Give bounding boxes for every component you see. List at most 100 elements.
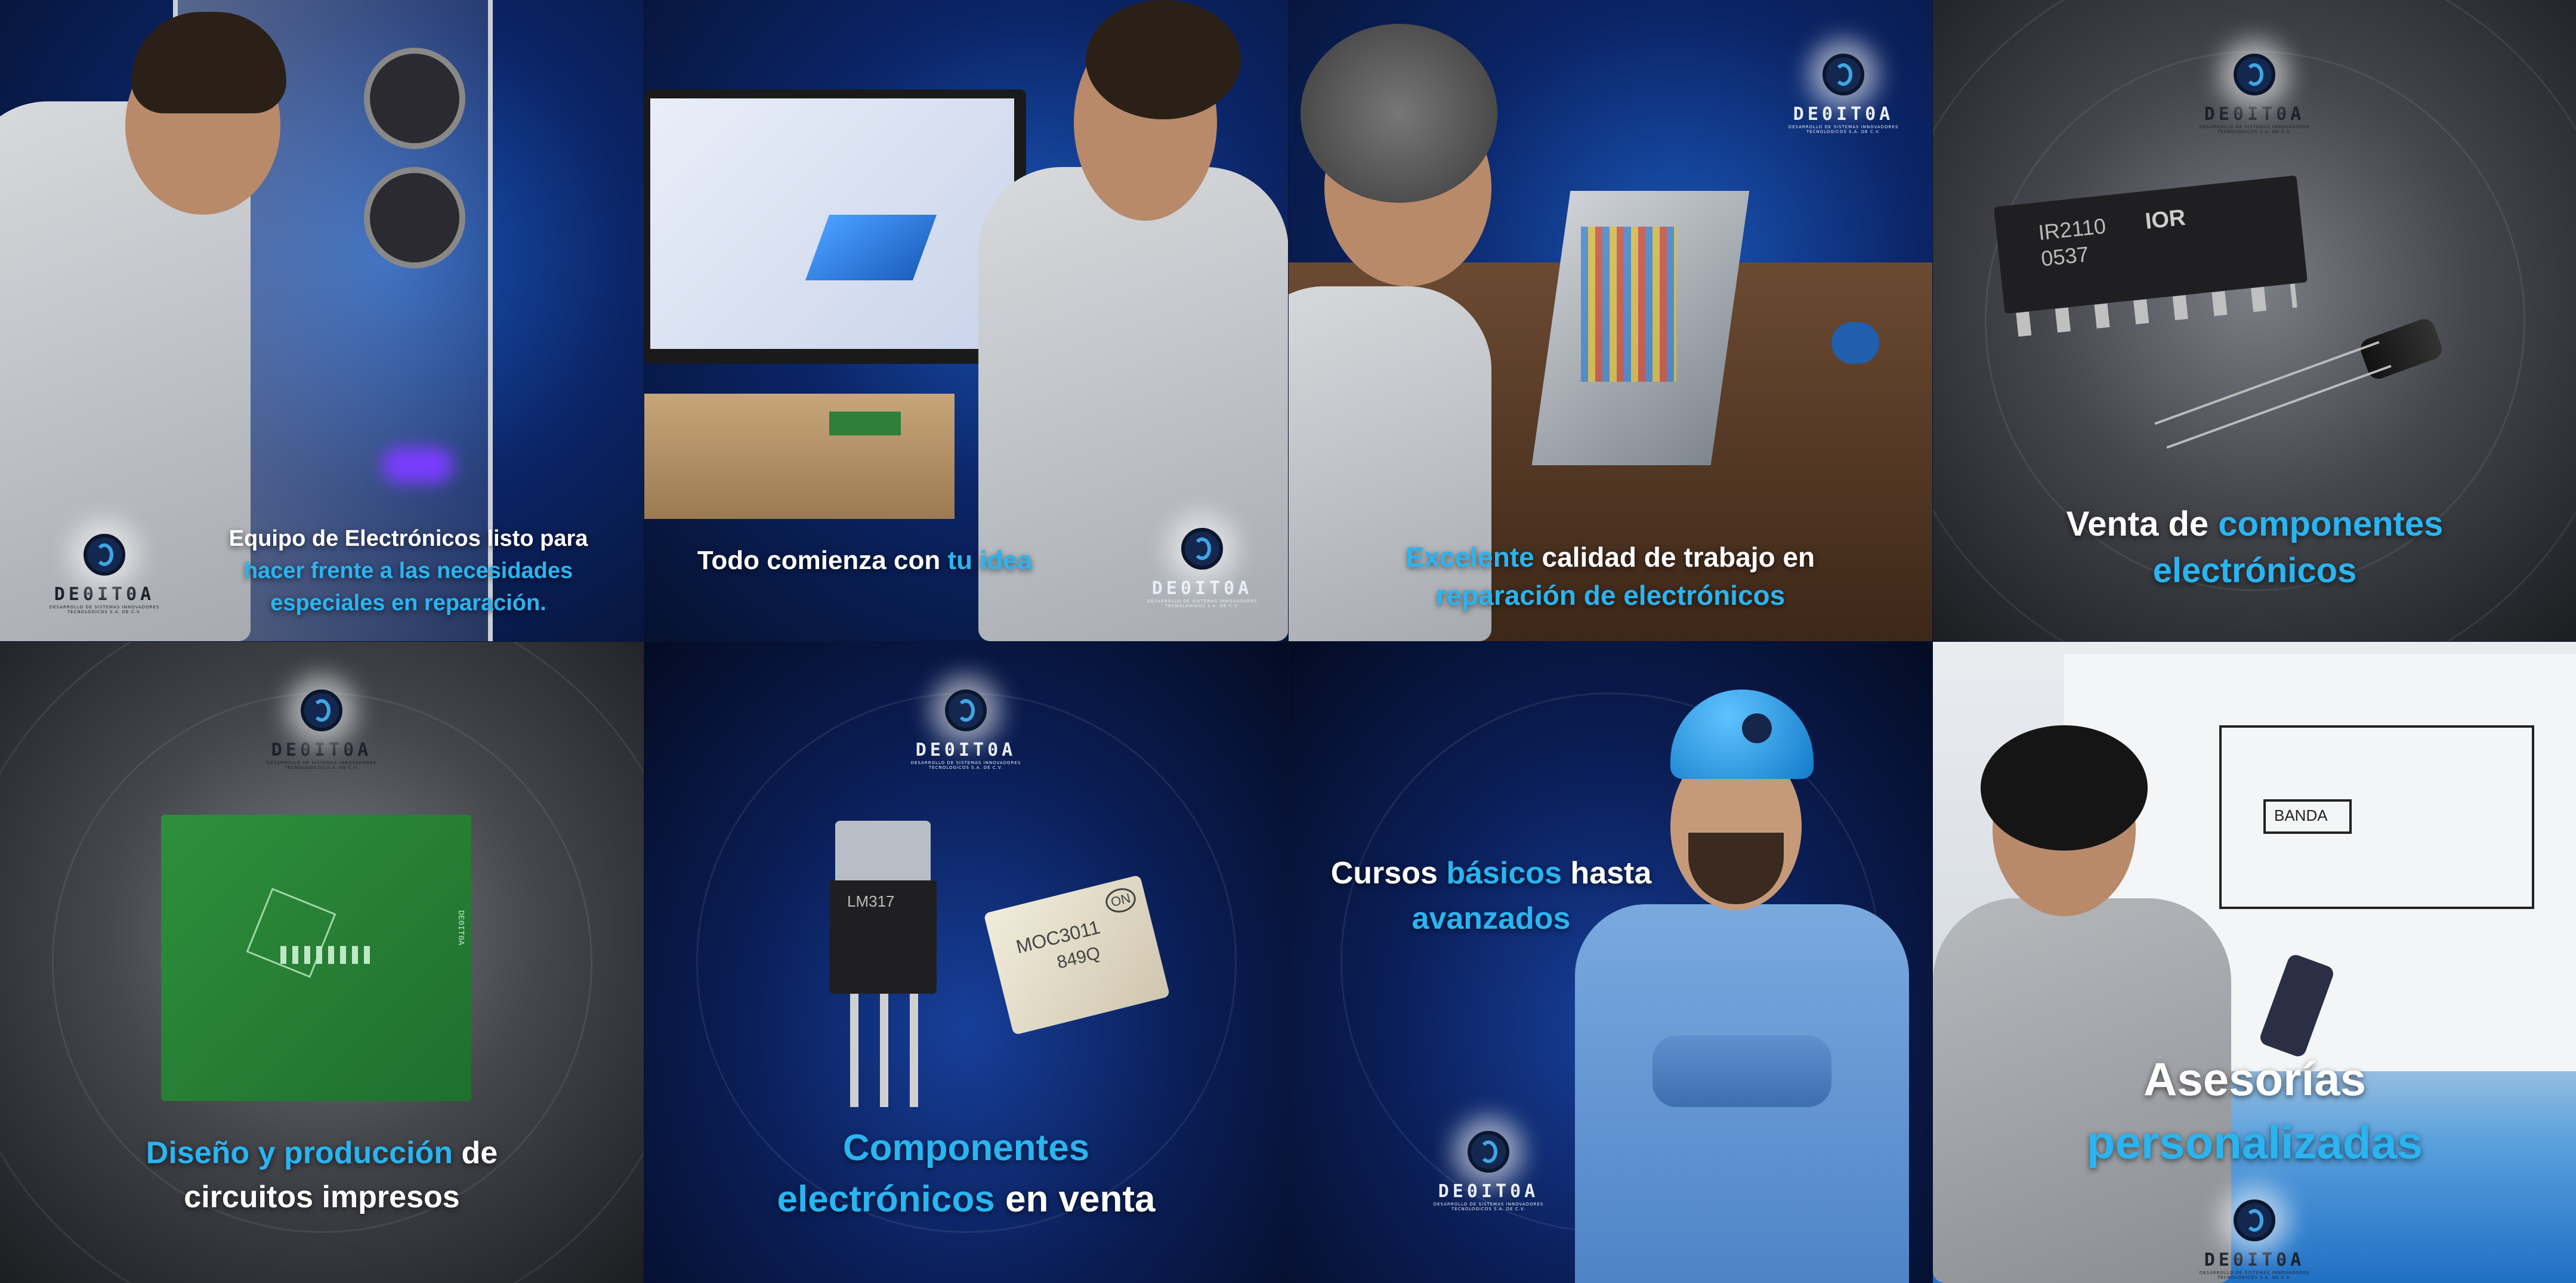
reel — [364, 167, 465, 268]
company-logo: DE0IT0A DESARROLLO DE SISTEMAS INNOVADOR… — [1133, 528, 1271, 617]
desk — [644, 394, 955, 519]
caption-text: calidad de trabajo en — [1534, 542, 1815, 573]
caption-text: circuitos impresos — [184, 1180, 460, 1214]
tile-caption: Equipo de Electrónicos listo para hacer f… — [197, 523, 620, 619]
logo-tagline: DESARROLLO DE SISTEMAS INNOVADORES TECNO… — [49, 605, 160, 614]
caption-text: Todo comienza con — [697, 546, 948, 575]
logo-text: DE0IT0A — [54, 584, 155, 605]
designer-hair — [1086, 0, 1241, 119]
tile-idea-design: Todo comienza con tu idea DE0IT0A DESARR… — [644, 0, 1288, 641]
circuit-board — [829, 412, 901, 435]
regulator-legs — [850, 994, 922, 1107]
logo-tagline: DESARROLLO DE SISTEMAS INNOVADORES TECNO… — [910, 760, 1021, 770]
tile-caption: Todo comienza con tu idea — [668, 543, 1061, 579]
caption-line: Diseño y producción de — [0, 1131, 644, 1175]
printed-circuit-board: DE0IT0A — [161, 815, 471, 1101]
tile-caption: Diseño y producción de circuitos impresos — [0, 1131, 644, 1219]
tile-caption: Asesorías personalizadas — [1933, 1047, 2576, 1174]
caption-text: Equipo de Electrónicos listo para — [228, 526, 588, 551]
caption-accent-text: especiales en reparación. — [270, 591, 546, 616]
tile-consulting: BANDA Asesorías personalizadas DE0IT0A DE… — [1933, 642, 2576, 1283]
caption-accent-text: Componentes — [842, 1127, 1090, 1168]
company-logo: DE0IT0A DESARROLLO DE SISTEMAS INNOVADOR… — [1420, 1131, 1557, 1220]
hard-hat — [1670, 690, 1814, 779]
caption-text: Venta de — [2066, 505, 2219, 543]
caption-line: Asesorías — [1933, 1047, 2576, 1111]
caption-accent-text: avanzados — [1411, 901, 1571, 936]
wiring — [1581, 227, 1676, 382]
caption-line: avanzados — [1312, 896, 1670, 941]
logo-text: DE0IT0A — [271, 740, 372, 760]
deoitoa-logo-icon — [301, 690, 342, 731]
mouse — [1831, 322, 1879, 364]
chip-brand: IOR — [2143, 205, 2187, 234]
tile-courses: Cursos básicos hasta avanzados DE0IT0A DE… — [1289, 642, 1932, 1283]
pcb-label: DE0IT0A — [456, 910, 465, 945]
designer-body — [978, 167, 1288, 641]
caption-line: electrónicos en venta — [644, 1174, 1288, 1225]
pcb-pads — [280, 946, 376, 964]
caption-text: en venta — [994, 1179, 1156, 1220]
company-logo: DE0IT0A DESARROLLO DE SISTEMAS INNOVADOR… — [897, 690, 1034, 779]
caption-line: electrónicos — [1933, 548, 2576, 594]
tile-caption: Excelente calidad de trabajo en reparació… — [1336, 538, 1885, 614]
logo-tagline: DESARROLLO DE SISTEMAS INNOVADORES TECNO… — [1147, 599, 1258, 608]
caption-line: circuitos impresos — [0, 1175, 644, 1219]
consultant-body — [1933, 898, 2231, 1283]
deoitoa-logo-icon — [1823, 54, 1864, 95]
caption-line: Componentes — [644, 1123, 1288, 1174]
caption-line: Venta de componentes — [1933, 501, 2576, 548]
caption-accent-text: reparación de electrónicos — [1435, 580, 1786, 611]
company-logo: DE0IT0A DESARROLLO DE SISTEMAS INNOVADOR… — [36, 534, 173, 623]
caption-accent-text: Excelente — [1406, 542, 1534, 573]
uv-light — [382, 447, 453, 483]
hard-hat-logo-icon — [1742, 713, 1772, 743]
caption-line: reparación de electrónicos — [1336, 576, 1885, 614]
logo-tagline: DESARROLLO DE SISTEMAS INNOVADORES TECNO… — [2199, 1270, 2310, 1280]
chip-code: 0537 — [2040, 242, 2090, 271]
deoitoa-logo-icon — [1181, 528, 1223, 570]
tile-components-for-sale: DE0IT0A DESARROLLO DE SISTEMAS INNOVADOR… — [644, 642, 1288, 1283]
tile-equipment-repair: DE0IT0A DESARROLLO DE SISTEMAS INNOVADOR… — [0, 0, 644, 641]
tile-pcb-design: DE0IT0A DESARROLLO DE SISTEMAS INNOVADOR… — [0, 642, 644, 1283]
caption-line: Equipo de Electrónicos listo para — [197, 523, 620, 555]
company-logo: DE0IT0A DESARROLLO DE SISTEMAS INNOVADOR… — [2186, 54, 2323, 143]
company-logo: DE0IT0A DESARROLLO DE SISTEMAS INNOVADOR… — [253, 690, 390, 779]
consultant-hair — [1981, 725, 2148, 851]
crossed-arms — [1653, 1035, 1831, 1107]
logo-tagline: DESARROLLO DE SISTEMAS INNOVADORES TECNO… — [1433, 1202, 1544, 1211]
caption-accent-text: personalizadas — [2086, 1116, 2423, 1168]
technician-hair — [1301, 24, 1497, 203]
deoitoa-logo-icon — [2234, 1199, 2275, 1241]
deoitoa-logo-icon — [84, 534, 125, 576]
caption-text: hasta — [1561, 856, 1652, 891]
reel — [364, 48, 465, 149]
regulator-label: LM317 — [847, 892, 895, 910]
caption-accent-text: electrónicos — [2152, 551, 2357, 590]
caption-line: hacer frente a las necesidades — [197, 555, 620, 587]
caption-accent-text: electrónicos — [777, 1179, 995, 1220]
caption-text: Asesorías — [2143, 1053, 2366, 1105]
logo-tagline: DESARROLLO DE SISTEMAS INNOVADORES TECNO… — [2199, 125, 2310, 134]
caption-line: especiales en reparación. — [197, 587, 620, 619]
logo-tagline: DESARROLLO DE SISTEMAS INNOVADORES TECNO… — [1788, 125, 1899, 134]
whiteboard-text: BANDA — [2274, 806, 2328, 824]
logo-text: DE0IT0A — [2204, 104, 2305, 125]
regulator-tab — [835, 821, 931, 886]
caption-line: Todo comienza con tu idea — [668, 543, 1061, 579]
caption-line: Cursos básicos hasta — [1312, 851, 1670, 896]
caption-accent-text: Diseño y producción — [146, 1136, 453, 1170]
caption-line: Excelente calidad de trabajo en — [1336, 538, 1885, 576]
optocoupler-brand: ON — [1102, 885, 1139, 916]
logo-text: DE0IT0A — [1793, 104, 1894, 125]
technician-hair — [131, 12, 286, 113]
caption-text: Cursos — [1330, 856, 1447, 891]
logo-text: DE0IT0A — [915, 740, 1017, 760]
technician-body — [1289, 286, 1491, 641]
caption-accent-text: básicos — [1446, 856, 1562, 891]
tile-repair-quality: DE0IT0A DESARROLLO DE SISTEMAS INNOVADOR… — [1289, 0, 1932, 641]
logo-text: DE0IT0A — [2204, 1250, 2305, 1270]
chip-label: IR2110 — [2037, 213, 2107, 245]
tile-caption: Venta de componentes electrónicos — [1933, 501, 2576, 594]
caption-line: personalizadas — [1933, 1111, 2576, 1174]
